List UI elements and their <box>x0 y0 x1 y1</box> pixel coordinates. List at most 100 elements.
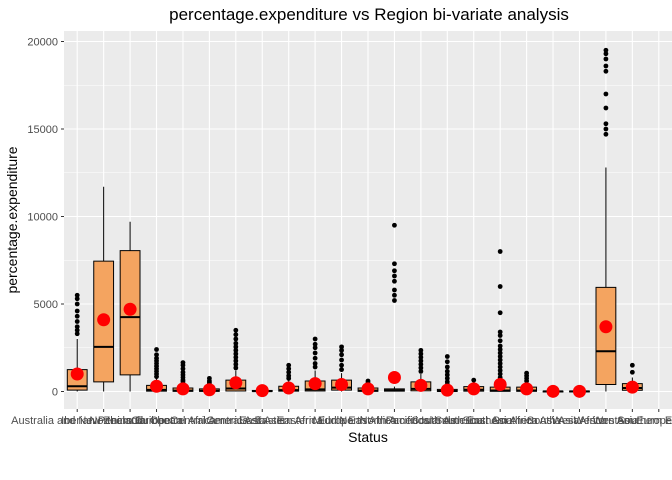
outlier-point <box>74 296 80 302</box>
y-tick-label: 15000 <box>27 124 58 136</box>
outlier-point <box>312 336 318 342</box>
chart-title: percentage.expenditure vs Region bi-vari… <box>169 5 569 24</box>
mean-point <box>414 378 428 392</box>
outlier-point <box>497 310 503 316</box>
outlier-point <box>233 354 239 360</box>
mean-point <box>150 379 164 393</box>
outlier-point <box>339 367 344 373</box>
x-tick-label: Northern Europe <box>89 415 170 427</box>
x-tick-label: West Africa <box>552 415 608 427</box>
mean-point <box>97 313 111 327</box>
box-body <box>595 286 617 385</box>
box-group <box>119 221 141 392</box>
y-axis: 0 5000 10000 15000 20000 <box>27 37 64 399</box>
x-tick-label: Southern Asia <box>492 415 561 427</box>
mean-point <box>361 382 375 396</box>
outlier-point <box>603 91 609 97</box>
outlier-point <box>154 352 159 358</box>
outlier-point <box>418 368 424 374</box>
outlier-point <box>339 347 344 353</box>
outlier-point <box>418 347 424 353</box>
x-tick-label: Central America <box>170 415 249 427</box>
outlier-point <box>74 324 80 330</box>
x-tick-label: South East Asia <box>435 415 514 427</box>
mean-point <box>572 384 586 398</box>
outlier-point <box>74 327 80 333</box>
mean-point <box>467 382 481 396</box>
outlier-point <box>392 298 397 303</box>
outlier-point <box>418 361 424 367</box>
mean-point <box>123 302 137 316</box>
mean-point <box>625 380 639 394</box>
outlier-point <box>233 358 239 364</box>
outlier-point <box>74 292 80 298</box>
outlier-point <box>339 352 344 358</box>
mean-point <box>599 320 613 334</box>
mean-point <box>282 381 296 395</box>
x-tick-label: North Africa <box>339 415 397 427</box>
outlier-point <box>497 354 503 359</box>
outlier-point <box>603 51 609 57</box>
x-tick-label: Southern Africa <box>463 415 539 427</box>
x-tick-label: Pacific Islands <box>386 415 457 427</box>
outlier-point <box>603 126 609 132</box>
mean-point <box>546 384 560 398</box>
outlier-point <box>154 355 159 361</box>
box-group <box>384 222 405 392</box>
box-group <box>93 186 115 392</box>
x-tick-label: Iberian Peninsula <box>61 415 147 427</box>
outlier-point <box>339 357 344 363</box>
mean-point <box>202 383 216 397</box>
outlier-point <box>312 361 318 366</box>
outlier-point <box>497 284 503 289</box>
outlier-point <box>629 362 635 368</box>
outlier-point <box>233 340 239 346</box>
outlier-point <box>444 368 450 374</box>
outlier-point <box>233 327 239 333</box>
outlier-point <box>497 364 503 370</box>
outlier-point <box>444 354 450 359</box>
outlier-point <box>312 350 318 356</box>
outlier-point <box>233 351 239 357</box>
box-group <box>304 336 326 392</box>
outlier-point <box>603 63 609 69</box>
outlier-point <box>206 375 212 381</box>
outlier-point <box>603 47 609 53</box>
box-group <box>542 384 564 398</box>
mean-point <box>440 383 454 397</box>
box-group <box>331 344 352 392</box>
outlier-point <box>312 341 318 347</box>
box-group <box>225 327 247 392</box>
box-group <box>463 377 485 396</box>
outlier-point <box>392 278 397 284</box>
outlier-point <box>233 332 239 338</box>
outlier-point <box>365 378 371 384</box>
outlier-point <box>418 358 424 364</box>
outlier-point <box>180 366 186 372</box>
outlier-point <box>339 344 344 350</box>
outlier-point <box>180 369 186 375</box>
outlier-point <box>603 131 609 137</box>
outlier-point <box>603 56 609 62</box>
box-group <box>146 347 167 393</box>
outlier-point <box>392 222 397 228</box>
outlier-point <box>497 371 503 377</box>
mean-point <box>335 378 349 391</box>
outlier-point <box>497 347 503 352</box>
box-group <box>489 249 511 392</box>
box-group <box>278 362 300 395</box>
outlier-point <box>312 345 318 351</box>
outlier-point <box>286 362 292 368</box>
outlier-point <box>444 375 450 381</box>
box-group <box>516 370 538 396</box>
outlier-point <box>74 331 80 337</box>
mean-point <box>387 371 401 384</box>
y-tick-label: 5000 <box>34 299 58 311</box>
outlier-point <box>603 121 609 127</box>
outlier-point <box>603 68 609 74</box>
box-group <box>410 347 432 392</box>
y-tick-label: 20000 <box>27 37 58 49</box>
outlier-point <box>286 373 292 379</box>
x-axis-title: Status <box>348 429 388 445</box>
